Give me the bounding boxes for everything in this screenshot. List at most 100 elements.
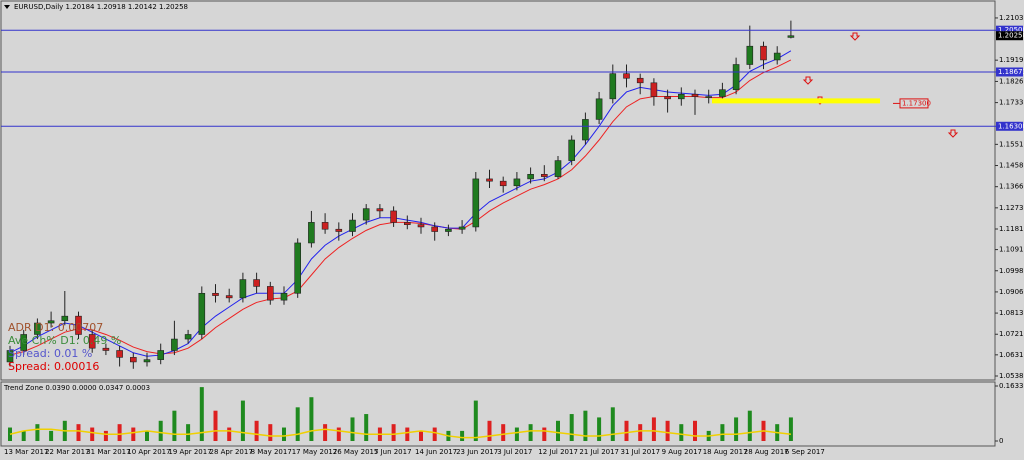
x-tick-label: 28 Apr 2017 <box>210 448 253 456</box>
candle-body <box>595 98 603 120</box>
y-tick-label: 1.12735 <box>999 204 1024 212</box>
y-tick-label: 1.13660 <box>999 183 1024 191</box>
indicator-bar <box>734 417 739 441</box>
y-tick-label: 1.14585 <box>999 162 1024 170</box>
indicator-bar <box>432 427 437 441</box>
candle-body <box>787 35 795 38</box>
price-label: 1.18673 <box>998 68 1024 76</box>
candle-body <box>486 178 493 182</box>
candle-body <box>266 286 274 301</box>
candle-body <box>732 64 740 90</box>
price-label: 1.16300 <box>998 122 1024 130</box>
indicator-bar <box>597 417 602 441</box>
indicator-bar <box>556 420 560 441</box>
candle-body <box>390 210 397 223</box>
y-tick-label: 1.09060 <box>999 288 1024 296</box>
indicator-bar <box>323 424 328 441</box>
indicator-bar <box>76 424 81 441</box>
candle-body <box>294 242 302 294</box>
zone-box <box>899 98 929 109</box>
candle-body <box>623 73 630 79</box>
indicator-frame <box>0 381 996 447</box>
x-tick-label: 23 Jun 2017 <box>456 448 498 456</box>
moving-average <box>9 50 792 357</box>
y-tick-label: 1.21035 <box>999 14 1024 22</box>
indicator-bar <box>103 430 108 441</box>
indicator-bar <box>49 430 54 441</box>
x-tick-label: 21 Jul 2017 <box>579 448 619 456</box>
x-tick-label: 28 Aug 2017 <box>744 448 789 456</box>
indicator-bar <box>542 427 547 441</box>
indicator-bar <box>309 397 314 441</box>
indicator-bar <box>405 427 410 441</box>
indicator-bar <box>117 424 122 441</box>
moving-average <box>9 59 792 356</box>
indicator-bar <box>569 414 574 441</box>
price-label: 1.20500 <box>998 26 1024 34</box>
candle-body <box>253 279 260 287</box>
candle-body <box>582 119 589 141</box>
y-tick-label: 1.10910 <box>999 246 1024 254</box>
indicator-bar <box>90 427 95 441</box>
candle-body <box>362 208 370 221</box>
y-tick-label: 1.05385 <box>999 372 1024 380</box>
candle-body <box>499 180 507 187</box>
indicator-bar <box>145 430 149 441</box>
indicator-bar <box>624 420 629 441</box>
indicator-bar <box>693 420 697 441</box>
indicator-bar <box>747 410 752 441</box>
x-tick-label: 10 Apr 2017 <box>127 448 170 456</box>
candle-body <box>321 222 329 230</box>
candle-body <box>677 93 685 100</box>
indicator-bar <box>172 410 177 441</box>
indicator-bar <box>21 430 26 441</box>
last-price-label: 1.20258 <box>998 32 1024 40</box>
candle-body <box>61 315 69 322</box>
candle-body <box>664 96 671 100</box>
menu-triangle <box>4 5 10 9</box>
y-tick-label: 1.09985 <box>999 267 1024 275</box>
main-frame <box>0 0 996 381</box>
indicator-bar <box>227 427 232 441</box>
zone-label: 1.17300 <box>902 99 931 107</box>
candle-body <box>527 174 534 180</box>
indicator-bar <box>268 424 273 441</box>
candle-body <box>773 52 781 61</box>
y-tick-label: 0 <box>999 437 1003 445</box>
indicator-bar <box>501 424 506 441</box>
price-box <box>996 25 1023 35</box>
candle-body <box>130 357 137 363</box>
candle-body <box>6 350 14 363</box>
indicator-bar <box>35 424 40 441</box>
x-tick-label: 5 Jun 2017 <box>374 448 412 456</box>
overlay-text: Spread: 0.01 % <box>8 347 92 360</box>
x-tick-label: 18 Aug 2017 <box>703 448 748 456</box>
x-tick-label: 31 Jul 2017 <box>621 448 661 456</box>
candle-body <box>212 292 219 296</box>
indicator-bar <box>514 427 519 441</box>
x-tick-label: 31 Mar 2017 <box>86 448 130 456</box>
indicator-bar <box>473 400 478 441</box>
y-tick-label: 1.17335 <box>999 99 1024 107</box>
indicator-bar <box>610 407 615 441</box>
candle-body <box>458 226 466 230</box>
candle-body <box>335 228 343 232</box>
indicator-bar <box>336 427 341 441</box>
indicator-bar <box>240 400 245 441</box>
candle-body <box>636 77 644 84</box>
indicator-bar <box>651 417 656 441</box>
chart-title: EURUSD,Daily 1.20184 1.20918 1.20142 1.2… <box>14 3 188 11</box>
indicator-bar <box>679 424 684 441</box>
candle-body <box>650 82 658 97</box>
candle-body <box>198 292 206 335</box>
indicator-bar <box>282 427 286 441</box>
y-tick-label: 1.18260 <box>999 77 1024 85</box>
candle-body <box>34 322 41 335</box>
candle-body <box>116 350 123 358</box>
candle-body <box>403 222 411 225</box>
indicator-bar <box>254 420 259 441</box>
candle-body <box>157 350 164 360</box>
y-tick-label: 1.06310 <box>999 351 1024 359</box>
down-arrow <box>849 32 861 41</box>
